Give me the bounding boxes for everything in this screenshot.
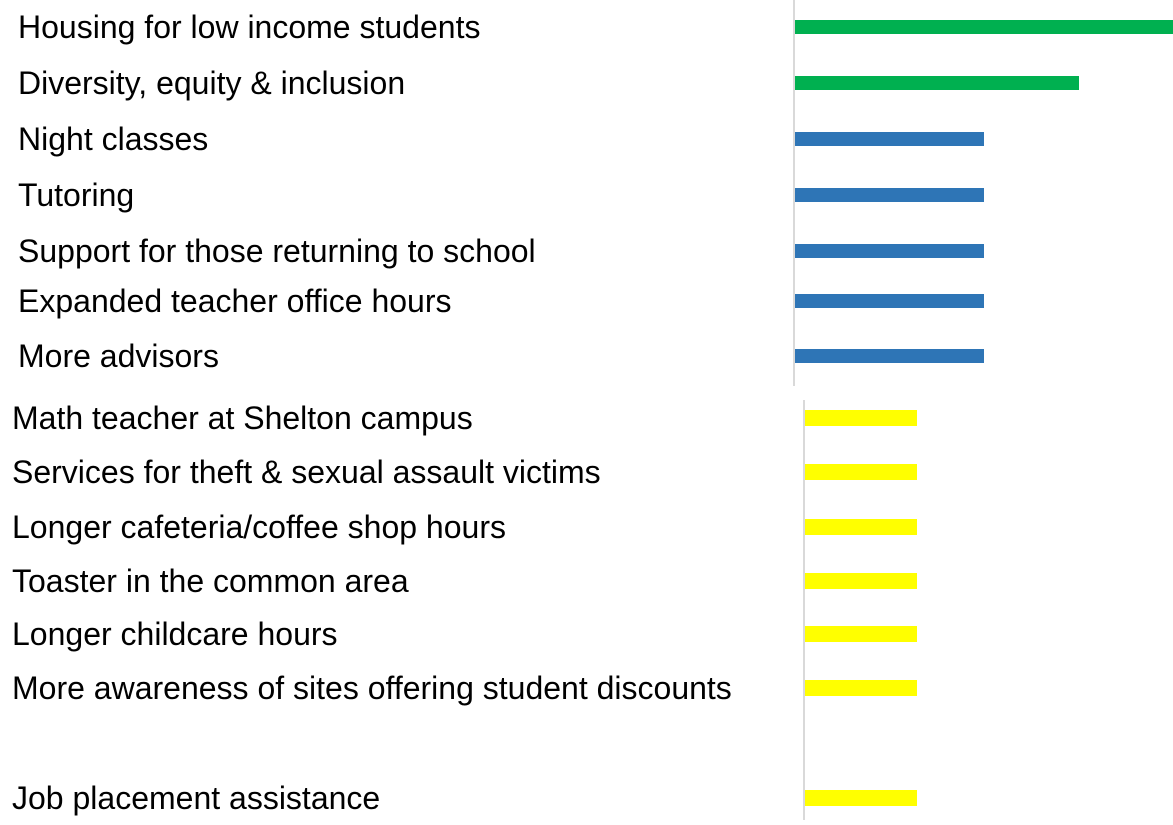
- category-label: More awareness of sites offering student…: [12, 670, 732, 706]
- axis-line: [803, 400, 805, 820]
- category-label: Math teacher at Shelton campus: [12, 400, 473, 436]
- category-label: Expanded teacher office hours: [18, 283, 452, 319]
- category-label: Housing for low income students: [18, 9, 481, 45]
- bar: [795, 20, 1173, 34]
- bar: [795, 188, 984, 202]
- category-label: Job placement assistance: [12, 780, 381, 816]
- category-label: Services for theft & sexual assault vict…: [12, 454, 601, 490]
- bar: [805, 626, 917, 642]
- bar: [805, 519, 917, 535]
- category-label: Longer cafeteria/coffee shop hours: [12, 509, 506, 545]
- category-label: Night classes: [18, 121, 209, 157]
- category-label: Support for those returning to school: [18, 233, 536, 269]
- bar: [795, 76, 1079, 90]
- category-label: Tutoring: [18, 177, 135, 213]
- bar: [795, 132, 984, 146]
- category-label: Diversity, equity & inclusion: [18, 65, 406, 101]
- bar: [795, 294, 984, 308]
- bar: [795, 349, 984, 363]
- bar: [805, 410, 917, 426]
- bar: [795, 244, 984, 258]
- category-label: More advisors: [18, 338, 219, 374]
- axis-line: [793, 0, 795, 386]
- category-label: Longer childcare hours: [12, 616, 338, 652]
- category-label: Toaster in the common area: [12, 563, 409, 599]
- bar: [805, 464, 917, 480]
- bar: [805, 790, 917, 806]
- bar: [805, 573, 917, 589]
- bar: [805, 680, 917, 696]
